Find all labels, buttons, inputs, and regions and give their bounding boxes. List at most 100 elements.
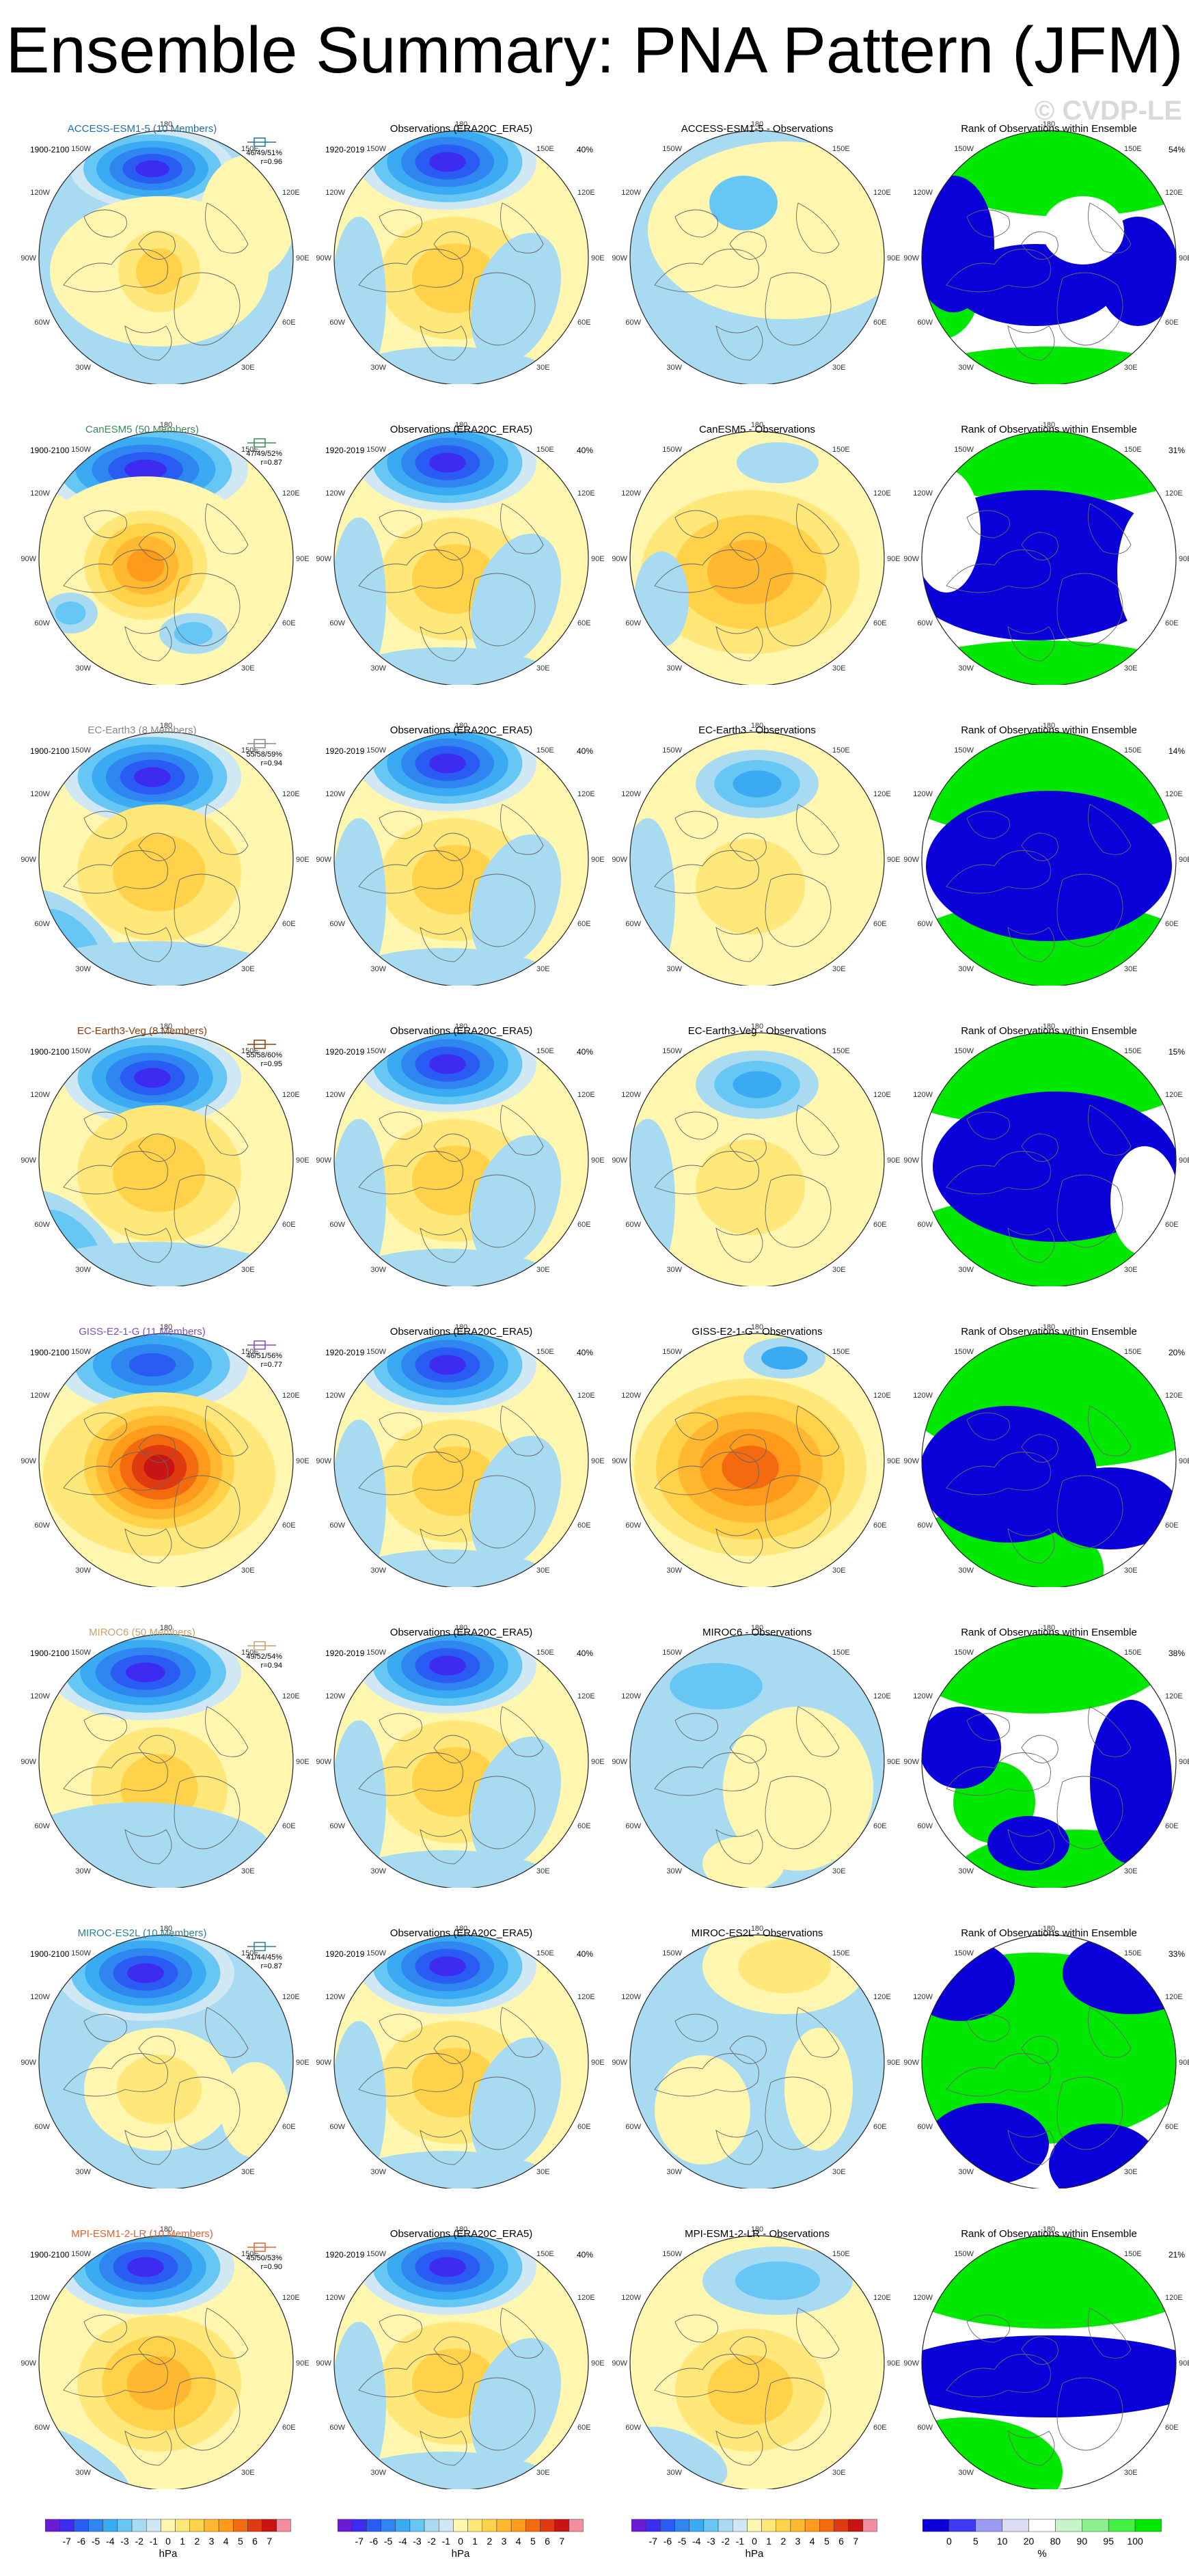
- hpa-tick-label: -5: [677, 2536, 687, 2547]
- model-row: 1800150W150E120W120E90W90E60W60E30W30EEC…: [0, 685, 1189, 986]
- longitude-label: 30W: [75, 965, 91, 973]
- model-years: 1900-2100: [30, 1649, 70, 1658]
- longitude-label: 90W: [20, 856, 36, 864]
- longitude-label: 30W: [666, 1867, 682, 1875]
- longitude-label: 30W: [666, 1266, 682, 1274]
- longitude-label: 60W: [329, 1822, 345, 1830]
- longitude-label: 90W: [612, 856, 627, 864]
- rank-percent: 38%: [1168, 1649, 1186, 1658]
- hpa-unit-label: hPa: [159, 2548, 178, 2560]
- observations-panel: 1800150W150E120W120E90W90E60W60E30W30EOb…: [314, 2188, 608, 2489]
- longitude-label: 180: [751, 1323, 763, 1331]
- rank-percent: 21%: [1168, 2250, 1186, 2260]
- longitude-label: 180: [1043, 421, 1055, 429]
- longitude-label: 120W: [325, 189, 345, 197]
- longitude-label: 120E: [873, 2294, 891, 2302]
- longitude-label: 150W: [366, 1047, 386, 1055]
- hpa-tick-label: 5: [823, 2536, 830, 2547]
- longitude-label: 60E: [873, 318, 887, 327]
- model-panel: 1800150W150E120W120E90W90E60W60E30W30EEC…: [19, 986, 313, 1286]
- longitude-label: 120W: [621, 1993, 641, 2001]
- model-title: GISS-E2-1-G (11 Members): [79, 1326, 206, 1338]
- longitude-label: 60E: [1165, 318, 1179, 327]
- longitude-label: 120W: [325, 489, 345, 498]
- longitude-label: 60W: [34, 1822, 50, 1830]
- longitude-label: 30W: [958, 2168, 974, 2176]
- longitude-label: 60E: [1165, 1822, 1179, 1830]
- longitude-label: 60E: [1165, 1521, 1179, 1530]
- longitude-label: 120E: [1165, 489, 1183, 498]
- observations-percent: 40%: [577, 1348, 594, 1357]
- rank-panel: 1800150W150E120W120E90W90E60W60E30W30ERa…: [902, 685, 1189, 986]
- longitude-label: 180: [455, 1925, 467, 1933]
- longitude-label: 60W: [329, 318, 345, 327]
- longitude-label: 30E: [1124, 965, 1138, 973]
- longitude-label: 30W: [666, 965, 682, 973]
- longitude-label: 150W: [366, 746, 386, 755]
- model-row: 1800150W150E120W120E90W90E60W60E30W30EGI…: [0, 1286, 1189, 1587]
- difference-panel: 1800150W150E120W120E90W90E60W60E30W30EAC…: [610, 83, 904, 384]
- longitude-label: 120E: [577, 1392, 595, 1400]
- model-years: 1900-2100: [30, 2250, 70, 2260]
- longitude-label: 150W: [662, 746, 682, 755]
- longitude-label: 90E: [887, 1758, 901, 1766]
- longitude-label: 150W: [71, 1348, 91, 1356]
- longitude-label: 150E: [832, 746, 850, 755]
- observations-percent: 40%: [577, 446, 594, 455]
- longitude-label: 120E: [282, 1392, 300, 1400]
- longitude-label: 60W: [329, 1521, 345, 1530]
- longitude-label: 30W: [370, 1867, 386, 1875]
- longitude-label: 90E: [1179, 2359, 1189, 2368]
- longitude-label: 180: [455, 421, 467, 429]
- longitude-label: 120W: [30, 1091, 50, 1099]
- hpa-tick-label: -6: [369, 2536, 379, 2547]
- observations-years: 1920-2019: [325, 1047, 365, 1057]
- longitude-label: 60E: [873, 619, 887, 627]
- longitude-label: 150E: [832, 1649, 850, 1657]
- longitude-label: 120W: [913, 2294, 933, 2302]
- longitude-label: 60W: [329, 2424, 345, 2432]
- observations-years: 1920-2019: [325, 746, 365, 756]
- longitude-label: 30E: [241, 2168, 255, 2176]
- longitude-label: 60W: [917, 920, 933, 928]
- longitude-label: 120E: [282, 1993, 300, 2001]
- hpa-tick-label: -3: [413, 2536, 422, 2547]
- hpa-tick-label: 1: [180, 2536, 186, 2547]
- longitude-label: 150E: [241, 1949, 259, 1957]
- longitude-label: 180: [160, 1925, 172, 1933]
- longitude-label: 30W: [75, 2469, 91, 2477]
- watermark: © CVDP-LE: [1034, 96, 1182, 126]
- spread-whisker-icon: [247, 2242, 276, 2252]
- observations-percent: 40%: [577, 746, 594, 756]
- longitude-label: 120W: [325, 1392, 345, 1400]
- longitude-label: 120W: [913, 790, 933, 798]
- longitude-label: 150W: [366, 1649, 386, 1657]
- model-stats: 41/44/45% r=0.87: [246, 1953, 282, 1970]
- longitude-label: 30E: [832, 1567, 846, 1575]
- model-row: 1800150W150E120W120E90W90E60W60E30W30EMI…: [0, 1587, 1189, 1888]
- longitude-label: 90E: [591, 2359, 605, 2368]
- longitude-label: 90W: [903, 1758, 919, 1766]
- longitude-label: 30E: [832, 364, 846, 372]
- longitude-label: 150W: [71, 1949, 91, 1957]
- longitude-label: 150W: [366, 2250, 386, 2258]
- observations-percent: 40%: [577, 1649, 594, 1658]
- longitude-label: 30E: [1124, 1266, 1138, 1274]
- longitude-label: 30E: [536, 364, 550, 372]
- difference-title: EC-Earth3-Veg - Observations: [687, 1025, 827, 1037]
- longitude-label: 60E: [282, 619, 296, 627]
- hpa-colorbar-swatches: [44, 2519, 292, 2532]
- observations-percent: 40%: [577, 145, 594, 154]
- longitude-label: 120W: [621, 790, 641, 798]
- observations-panel: 1800150W150E120W120E90W90E60W60E30W30EOb…: [314, 384, 608, 685]
- rank-panel: 1800150W150E120W120E90W90E60W60E30W30ERa…: [902, 2188, 1189, 2489]
- longitude-label: 30E: [536, 664, 550, 673]
- hpa-tick-label: -7: [62, 2536, 71, 2547]
- longitude-label: 120E: [282, 2294, 300, 2302]
- longitude-label: 120E: [1165, 189, 1183, 197]
- observations-pattern-map: 1800150W150E120W120E90W90E60W60E30W30E: [316, 722, 605, 986]
- longitude-label: 180: [160, 1624, 172, 1632]
- longitude-label: 120E: [282, 1692, 300, 1700]
- longitude-label: 90E: [296, 2359, 310, 2368]
- rank-map: 1800150W150E120W120E90W90E60W60E30W30E: [903, 1925, 1189, 2188]
